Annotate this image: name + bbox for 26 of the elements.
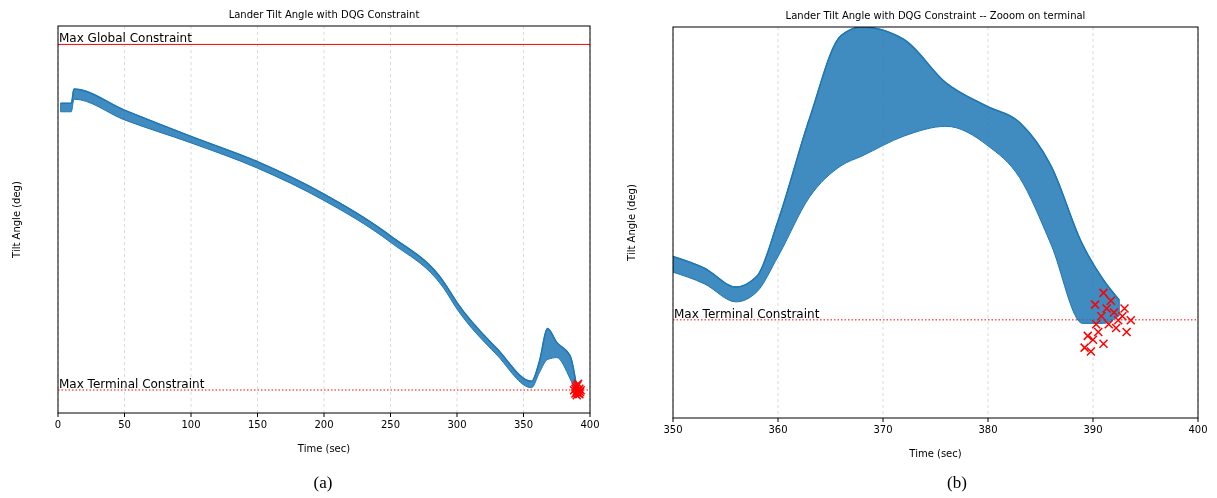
x-tick-label: 100 <box>181 419 201 430</box>
x-tick-label: 50 <box>118 419 131 430</box>
x-axis-title: Time (sec) <box>908 448 962 459</box>
x-axis-title: Time (sec) <box>296 443 351 454</box>
x-tick-label: 350 <box>513 419 534 430</box>
x-tick-label: 300 <box>447 419 467 430</box>
x-tick-label: 400 <box>580 419 600 430</box>
ref-line-label: Max Terminal Constraint <box>59 377 205 391</box>
text: (a) <box>313 473 333 492</box>
x-tick-label: 380 <box>978 424 998 435</box>
x-tick-label: 150 <box>247 419 268 430</box>
chart-title: Lander Tilt Angle with DQG Constraint -- Zooom on terminal <box>785 10 1086 21</box>
x-tick-label: 370 <box>873 424 893 435</box>
x-tick-label: 400 <box>1188 424 1208 435</box>
y-axis-title: Tilt Angle (deg) <box>626 184 637 262</box>
y-axis-title: Tilt Angle (deg) <box>11 181 22 259</box>
x-tick-label: 390 <box>1083 424 1103 435</box>
text: (b) <box>947 473 967 492</box>
ref-line-label: Max Global Constraint <box>59 31 193 46</box>
x-tick-label: 200 <box>314 419 334 430</box>
ref-line-label: Max Terminal Constraint <box>674 306 820 321</box>
x-tick-label: 250 <box>380 419 401 430</box>
x-tick-label: 360 <box>768 424 788 435</box>
x-tick-label: 0 <box>54 419 62 430</box>
chart-title: Lander Tilt Angle with DQG Constraint <box>228 9 420 20</box>
x-tick-label: 350 <box>663 424 683 435</box>
